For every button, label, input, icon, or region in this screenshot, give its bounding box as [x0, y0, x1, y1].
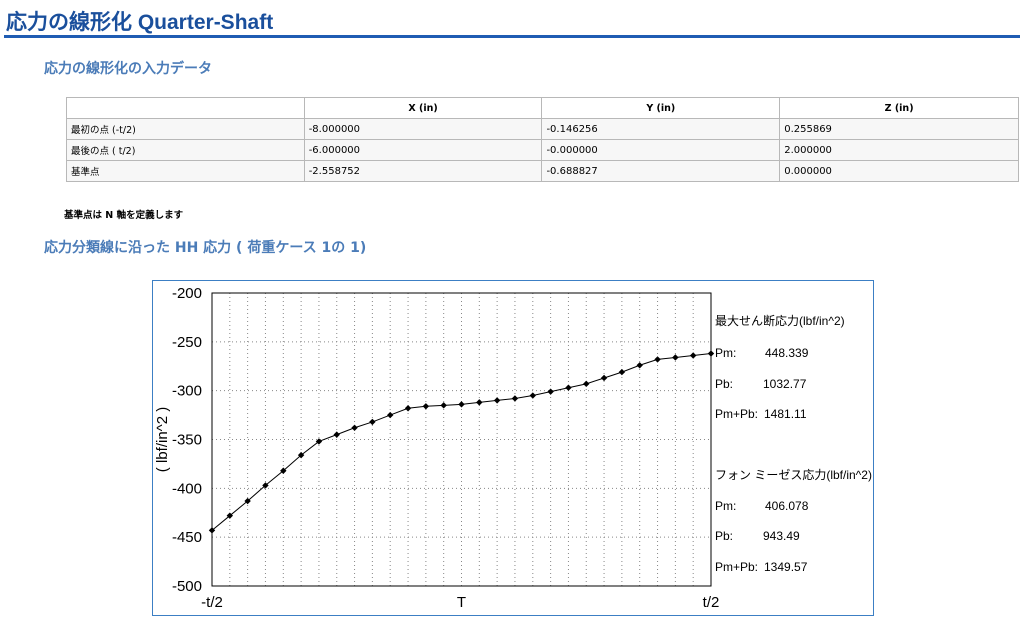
data-point	[511, 395, 519, 402]
reference-point-note: 基準点は N 軸を定義します	[64, 210, 184, 221]
data-point	[672, 354, 679, 361]
data-point	[600, 374, 608, 382]
von-mises-title: フォン ミーゼス応力(lbf/in^2)	[715, 468, 872, 482]
data-point	[547, 388, 554, 395]
data-point	[493, 397, 501, 404]
data-point	[618, 368, 626, 376]
table-cell: 最初の点 (-t/2)	[66, 118, 305, 140]
max-shear-item-label: Pm:	[715, 346, 736, 360]
data-point	[351, 424, 358, 431]
data-point	[422, 403, 430, 410]
chart-grid	[211, 292, 712, 587]
table-row: 最後の点 ( t/2) -6.000000 -0.000000 2.000000	[66, 139, 1019, 161]
x-tick-label: T	[457, 594, 466, 611]
y-tick-label: -450	[172, 529, 202, 546]
data-point	[583, 380, 590, 388]
y-axis-label: ( lbf/in^2 )	[154, 407, 171, 472]
data-point	[636, 362, 643, 369]
title-underline	[4, 35, 1020, 38]
data-point	[654, 356, 661, 363]
input-data-table: X (in) Y (in) Z (in) 最初の点 (-t/2) -8.0000…	[66, 97, 1019, 182]
data-point	[262, 482, 269, 489]
table-cell: 最後の点 ( t/2)	[66, 139, 305, 161]
chart-annotations: 最大せん断応力(lbf/in^2) Pm: 448.339 Pb: 1032.77 Pm+…	[715, 313, 872, 574]
plot-frame	[211, 292, 712, 587]
table-cell: -8.000000	[303, 118, 543, 140]
y-tick-label: -400	[172, 480, 202, 497]
input-data-heading: 応力の線形化の入力データ	[44, 61, 212, 77]
table-cell: 基準点	[66, 160, 305, 182]
table-cell: -6.000000	[303, 139, 543, 161]
x-tick-label: t/2	[703, 594, 720, 611]
table-header-cell: Z (in)	[779, 97, 1019, 119]
table-cell: 0.255869	[779, 118, 1019, 140]
table-row: 基準点 -2.558752 -0.688827 0.000000	[66, 160, 1019, 182]
data-point	[297, 451, 305, 459]
max-shear-item-value: 448.339	[765, 346, 809, 360]
table-row: 最初の点 (-t/2) -8.000000 -0.146256 0.255869	[66, 118, 1019, 140]
max-shear-item-label: Pm+Pb:	[715, 407, 758, 421]
table-cell: -2.558752	[303, 160, 543, 182]
y-axis-ticks: -200 -250 -300 -350 -400 -450 -500	[172, 285, 202, 595]
y-tick-label: -200	[172, 285, 202, 302]
data-point	[689, 352, 697, 359]
data-point	[333, 431, 340, 438]
table-cell: 0.000000	[779, 160, 1019, 182]
data-point	[404, 405, 412, 412]
data-point	[458, 401, 465, 408]
x-tick-label: -t/2	[201, 594, 223, 611]
max-shear-item-label: Pb:	[715, 377, 733, 391]
table-cell: -0.000000	[541, 139, 781, 161]
y-tick-label: -500	[172, 578, 202, 595]
data-point	[440, 402, 447, 409]
data-point	[476, 399, 483, 406]
von-mises-item-value: 406.078	[765, 499, 809, 513]
table-cell: 2.000000	[779, 139, 1019, 161]
von-mises-item-value: 943.49	[763, 529, 800, 543]
max-shear-title: 最大せん断応力(lbf/in^2)	[715, 313, 845, 328]
table-header-row: X (in) Y (in) Z (in)	[66, 97, 1019, 119]
data-point	[369, 418, 376, 426]
table-cell: -0.688827	[541, 160, 781, 182]
von-mises-item-value: 1349.57	[764, 560, 808, 574]
von-mises-item-label: Pb:	[715, 529, 733, 543]
data-point	[386, 411, 394, 419]
chart-heading: 応力分類線に沿った HH 応力 ( 荷重ケース 1の 1)	[44, 240, 367, 256]
data-point	[707, 350, 715, 357]
von-mises-item-label: Pm:	[715, 499, 736, 513]
page-title: 応力の線形化 Quarter-Shaft	[6, 11, 274, 34]
y-tick-label: -300	[172, 383, 202, 400]
max-shear-item-value: 1481.11	[764, 407, 807, 421]
table-header-cell: Y (in)	[541, 97, 781, 119]
table-header-cell: X (in)	[303, 97, 543, 119]
table-header-cell	[66, 97, 305, 119]
data-point	[529, 392, 537, 399]
table-cell: -0.146256	[541, 118, 781, 140]
data-point	[565, 384, 572, 391]
y-tick-label: -350	[172, 432, 202, 449]
max-shear-item-value: 1032.77	[763, 377, 807, 391]
y-tick-label: -250	[172, 334, 202, 351]
series-layer	[208, 350, 715, 534]
von-mises-item-label: Pm+Pb:	[715, 560, 758, 574]
